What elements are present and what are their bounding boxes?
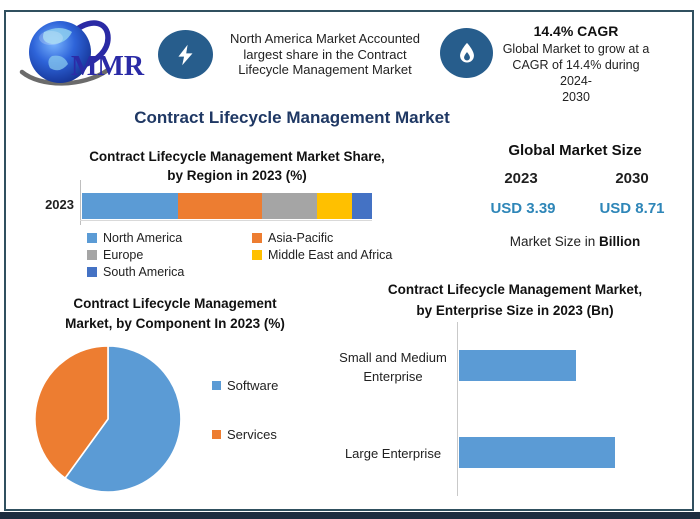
region-legend: North America Asia-Pacific Europe Middle… — [87, 229, 427, 280]
enterprise-bars — [459, 322, 666, 496]
legend-item-north-america: North America — [87, 229, 252, 246]
legend-label: Middle East and Africa — [268, 247, 393, 262]
enterprise-bar-sme — [459, 350, 577, 381]
legend-marker — [87, 232, 97, 243]
highlight-line-3: Lifecycle Management Market — [238, 62, 412, 77]
legend-item-south-america: South America — [87, 263, 252, 280]
region-segment — [261, 193, 317, 219]
legend-marker — [252, 249, 262, 260]
globe-icon: MMR — [19, 20, 145, 86]
mmr-logo: MMR — [18, 12, 153, 94]
component-chart-title-line-1: Contract Lifecycle Management — [73, 296, 277, 311]
legend-item-europe: Europe — [87, 246, 252, 263]
market-size-year-2030: 2030 — [615, 170, 649, 187]
legend-label: North America — [103, 230, 183, 245]
legend-label: Asia-Pacific — [268, 230, 334, 245]
legend-item-asia-pacific: Asia-Pacific — [252, 229, 427, 246]
logo-text: MMR — [71, 51, 145, 82]
pie-legend-services: Services — [212, 427, 277, 442]
market-size-caption: Market Size in Billion — [490, 234, 660, 249]
lightning-icon — [158, 30, 213, 79]
bottom-accent-bar — [0, 512, 700, 519]
market-size-year-2023: 2023 — [504, 170, 538, 187]
region-segment — [316, 193, 352, 219]
pie-slice-services — [34, 345, 109, 480]
enterprise-chart-title: Contract Lifecycle Management Market, by… — [350, 279, 680, 321]
region-y-axis — [80, 180, 81, 225]
legend-marker — [252, 232, 262, 243]
market-size-caption-prefix: Market Size in — [509, 234, 600, 249]
legend-label: Services — [227, 427, 277, 442]
component-pie — [34, 345, 182, 493]
cagr-title: 14.4% CAGR — [533, 23, 619, 39]
enterprise-label-large: Large Enterprise — [344, 446, 442, 461]
enterprise-bar-large — [459, 437, 616, 468]
legend-marker — [87, 266, 97, 277]
legend-marker — [212, 430, 221, 439]
enterprise-chart-title-line-2: by Enterprise Size in 2023 (Bn) — [416, 303, 614, 318]
enterprise-chart-title-line-1: Contract Lifecycle Management Market, — [387, 282, 643, 297]
market-size-caption-unit: Billion — [599, 234, 641, 249]
enterprise-y-axis — [457, 322, 458, 496]
region-segment — [351, 193, 372, 219]
region-axis-label: 2023 — [45, 197, 74, 212]
region-chart-title-line-1: Contract Lifecycle Management Market Sha… — [89, 149, 385, 164]
flame-icon — [440, 28, 493, 78]
global-market-size-title: Global Market Size — [508, 142, 642, 159]
legend-marker — [87, 249, 97, 260]
region-x-axis — [80, 220, 372, 221]
pie-slice-software — [63, 345, 182, 493]
region-segment — [177, 193, 262, 219]
market-size-value-2030: USD 8.71 — [599, 200, 665, 217]
region-segment — [82, 193, 178, 219]
cagr-line-2: CAGR of 14.4% during 2024- — [512, 58, 640, 88]
legend-label: Software — [227, 378, 279, 393]
highlight-line-1: North America Market Accounted — [229, 31, 421, 46]
region-chart-title: Contract Lifecycle Management Market Sha… — [57, 147, 417, 185]
legend-label: Europe — [103, 247, 144, 262]
component-chart-title: Contract Lifecycle Management Market, by… — [30, 294, 320, 334]
enterprise-label-sme: Small and Medium Enterprise — [339, 350, 447, 384]
market-size-value-2023: USD 3.39 — [490, 200, 556, 217]
legend-marker — [212, 381, 221, 390]
cagr-callout: 14.4% CAGR Global Market to grow at a CA… — [495, 23, 657, 105]
cagr-line-1: Global Market to grow at a — [502, 42, 650, 56]
highlight-line-2: largest share in the Contract — [243, 46, 407, 62]
page-title: Contract Lifecycle Management Market — [134, 108, 450, 127]
region-chart-title-line-2: by Region in 2023 (%) — [167, 168, 307, 183]
legend-label: South America — [103, 264, 185, 279]
component-chart-title-line-2: Market, by Component In 2023 (%) — [65, 316, 285, 331]
highlight-callout: North America Market Accounted largest s… — [218, 31, 432, 78]
cagr-line-3: 2030 — [562, 90, 590, 104]
legend-item-middle-east-africa: Middle East and Africa — [252, 246, 427, 263]
region-stacked-bar — [82, 193, 372, 219]
pie-legend-software: Software — [212, 378, 278, 393]
